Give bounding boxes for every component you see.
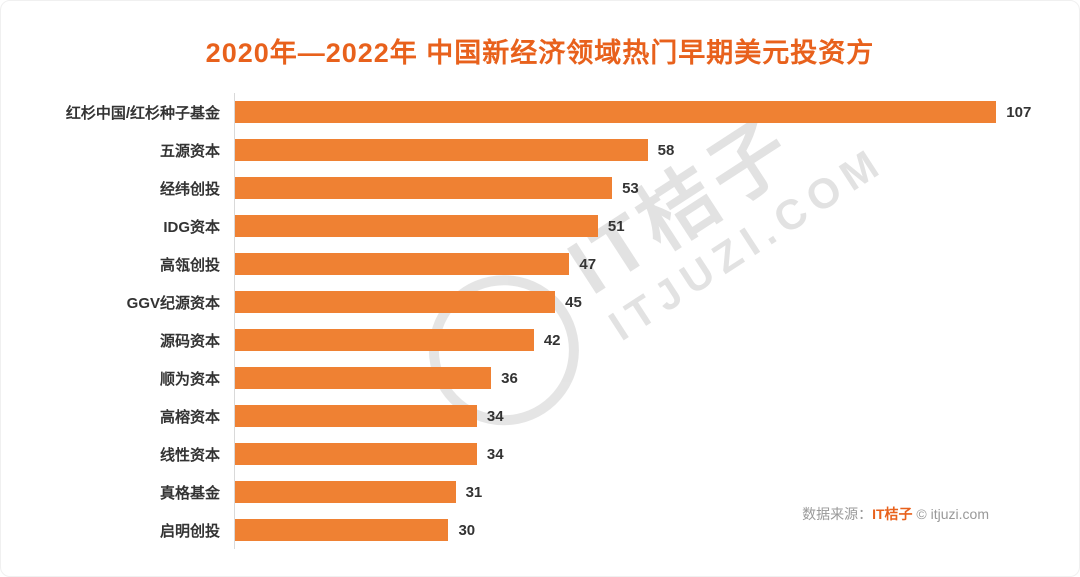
category-label: 源码资本 (159, 332, 220, 350)
category-label: 高榕资本 (159, 408, 220, 426)
bar-row: 五源资本 58 (13, 131, 1039, 169)
bar (235, 291, 556, 313)
bar (235, 253, 570, 275)
value-label: 51 (607, 217, 625, 235)
bar-chart: 红杉中国/红杉种子基金 107 五源资本 58 经纬创投 53 IDG资本 51 高瓴创投 47 G… (13, 93, 1039, 549)
source-suffix: © itjuzi.com (912, 506, 989, 522)
bar-row: 高瓴创投 47 (13, 245, 1039, 283)
bar-track: 34 (234, 435, 1039, 473)
bar-track: 42 (234, 321, 1039, 359)
bar-track: 107 (234, 93, 1039, 131)
bar-row: GGV纪源资本 45 (13, 283, 1039, 321)
bar (235, 481, 456, 503)
value-label: 42 (543, 331, 561, 349)
category-label: 真格基金 (159, 484, 220, 502)
bar-track: 30 (234, 511, 1039, 549)
bar (235, 443, 477, 465)
bar (235, 101, 997, 123)
bar-track: 51 (234, 207, 1039, 245)
value-label: 107 (1006, 103, 1032, 121)
value-label: 34 (486, 445, 504, 463)
chart-title: 2020年—2022年 中国新经济领域热门早期美元投资方 (205, 38, 875, 68)
category-label: 经纬创投 (159, 180, 220, 198)
source-note: 数据来源：IT桔子 © itjuzi.com (802, 504, 989, 524)
category-label: 五源资本 (159, 142, 220, 160)
category-label: 线性资本 (159, 446, 220, 464)
bar-row: 真格基金 31 (13, 473, 1039, 511)
value-label: 36 (501, 369, 518, 387)
source-brand: IT桔子 (872, 506, 913, 522)
value-label: 58 (657, 141, 675, 159)
value-label: 47 (579, 255, 597, 273)
bar-row: 红杉中国/红杉种子基金 107 (13, 93, 1039, 131)
bar-track: 45 (234, 283, 1039, 321)
bar (235, 215, 598, 237)
bar (235, 329, 534, 351)
category-label: 顺为资本 (159, 370, 220, 388)
category-label: 红杉中国/红杉种子基金 (65, 104, 220, 122)
bar-row: 顺为资本 36 (13, 359, 1039, 397)
source-prefix: 数据来源： (802, 506, 873, 522)
bar (235, 139, 648, 161)
value-label: 30 (458, 521, 476, 539)
category-label: 启明创投 (159, 522, 220, 540)
category-label: GGV纪源资本 (126, 294, 220, 312)
bar-track: 47 (234, 245, 1039, 283)
bar-row: 经纬创投 53 (13, 169, 1039, 207)
bar-track: 58 (234, 131, 1039, 169)
bar-row: 线性资本 34 (13, 435, 1039, 473)
value-label: 31 (465, 483, 483, 501)
bar-track: 31 (234, 473, 1039, 511)
bar (235, 177, 613, 199)
bar (235, 367, 492, 389)
category-label: 高瓴创投 (159, 256, 220, 274)
bar-row: 高榕资本 34 (13, 397, 1039, 435)
bar-track: 36 (234, 359, 1039, 397)
bar-track: 34 (234, 397, 1039, 435)
category-label: IDG资本 (163, 218, 220, 236)
value-label: 53 (622, 179, 639, 197)
value-label: 34 (486, 407, 504, 425)
bar-row: 源码资本 42 (13, 321, 1039, 359)
bar (235, 519, 449, 541)
bar-row: IDG资本 51 (13, 207, 1039, 245)
bar (235, 405, 477, 427)
value-label: 45 (565, 293, 582, 311)
bar-row: 启明创投 30 (13, 511, 1039, 549)
bar-track: 53 (234, 169, 1039, 207)
